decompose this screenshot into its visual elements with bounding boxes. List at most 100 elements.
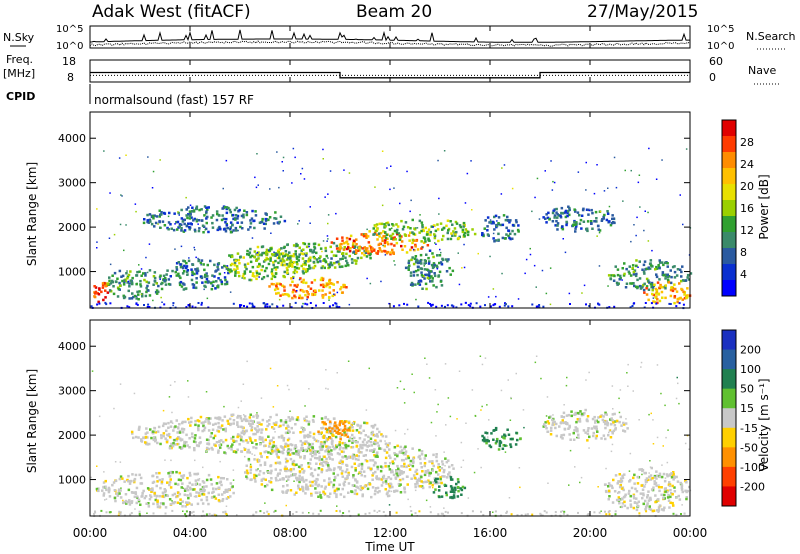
range-gate-cell [682, 290, 685, 294]
range-gate-cell [453, 491, 456, 494]
range-gate-cell [594, 210, 598, 214]
range-gate-cell [673, 486, 676, 489]
range-gate-cell [208, 512, 211, 515]
range-gate-cell [267, 451, 270, 454]
range-gate-cell [396, 453, 399, 456]
range-gate-cell [419, 457, 422, 461]
range-gate-cell [148, 218, 152, 222]
range-gate-cell [357, 473, 360, 475]
range-gate-cell [291, 296, 294, 300]
range-gate-cell [689, 272, 693, 275]
range-gate-cell [185, 270, 189, 273]
range-gate-cell [249, 437, 252, 440]
range-gate-cell [455, 230, 458, 234]
range-gate-cell [285, 504, 287, 507]
range-gate-cell [605, 490, 608, 494]
range-gate-cell [304, 254, 308, 257]
range-gate-cell [657, 509, 660, 512]
range-gate-cell [349, 247, 352, 250]
range-gate-cell [636, 278, 639, 282]
range-gate-cell [276, 287, 280, 291]
range-gate-cell [280, 434, 284, 438]
range-gate-cell [100, 290, 103, 294]
range-gate-cell [489, 305, 492, 308]
range-gate-cell [427, 237, 430, 240]
range-gate-cell [207, 206, 210, 209]
range-gate-cell [195, 219, 199, 223]
range-gate-cell [158, 275, 162, 279]
range-gate-cell [217, 449, 220, 452]
range-gate-cell [245, 439, 248, 442]
range-gate-cell [342, 248, 346, 251]
range-gate-cell [391, 248, 394, 252]
range-gate-cell [135, 297, 138, 300]
range-gate-cell [340, 420, 344, 423]
range-gate-cell [282, 285, 286, 288]
range-gate-cell [328, 420, 332, 423]
range-gate-cell [553, 208, 556, 211]
range-gate-cell [559, 421, 563, 425]
range-gate-cell [675, 475, 678, 479]
range-gate-cell [220, 280, 223, 284]
range-gate-cell [400, 470, 403, 473]
range-gate-cell [163, 490, 167, 494]
range-gate-cell [369, 467, 372, 471]
range-gate-cell [127, 488, 131, 492]
range-gate-cell [184, 505, 187, 508]
range-gate-cell [677, 297, 680, 301]
range-gate-cell [96, 241, 98, 243]
range-gate-cell [397, 232, 401, 235]
range-gate-cell [375, 476, 378, 480]
colorbar-swatch [722, 349, 736, 370]
range-gate-cell [511, 229, 514, 233]
range-gate-cell [320, 468, 324, 471]
range-gate-cell [186, 494, 189, 497]
range-gate-cell [396, 387, 399, 389]
range-gate-cell [179, 280, 183, 284]
range-gate-cell [202, 231, 205, 234]
range-gate-cell [628, 480, 631, 483]
range-gate-cell [672, 504, 675, 507]
range-gate-cell [585, 189, 587, 191]
range-gate-cell [436, 477, 439, 481]
range-gate-cell [325, 440, 328, 443]
range-gate-cell [164, 422, 167, 426]
range-gate-cell [107, 490, 111, 494]
range-gate-cell [514, 219, 518, 222]
range-gate-cell [415, 480, 419, 484]
range-gate-cell [596, 430, 599, 433]
range-gate-cell [398, 304, 401, 307]
range-gate-cell [457, 237, 460, 240]
range-gate-cell [636, 482, 640, 485]
colorbar-tick-label: 20 [740, 180, 754, 193]
range-gate-cell [315, 481, 318, 484]
range-gate-cell [303, 242, 307, 246]
range-gate-cell [498, 305, 501, 308]
range-gate-cell [404, 457, 408, 461]
range-gate-cell [664, 477, 667, 479]
range-gate-cell [153, 214, 156, 217]
range-gate-cell [611, 432, 614, 435]
range-gate-cell [621, 476, 625, 480]
range-gate-cell [254, 210, 257, 213]
range-gate-cell [378, 430, 381, 434]
range-gate-cell [152, 430, 155, 433]
range-gate-cell [356, 249, 360, 252]
range-gate-cell [242, 256, 245, 259]
range-gate-cell [352, 476, 355, 479]
range-gate-cell [347, 360, 350, 362]
range-gate-cell [226, 226, 229, 230]
range-gate-cell [337, 487, 340, 491]
range-gate-cell [351, 261, 354, 264]
range-gate-cell [422, 229, 425, 233]
range-gate-cell [615, 186, 618, 189]
range-gate-cell [363, 246, 366, 249]
range-gate-cell [188, 471, 192, 475]
range-gate-cell [320, 431, 323, 434]
range-gate-cell [171, 501, 175, 505]
range-gate-cell [286, 444, 290, 448]
range-gate-cell [290, 474, 293, 477]
range-gate-cell [523, 426, 525, 429]
range-gate-cell [308, 245, 310, 248]
range-gate-cell [187, 206, 190, 209]
